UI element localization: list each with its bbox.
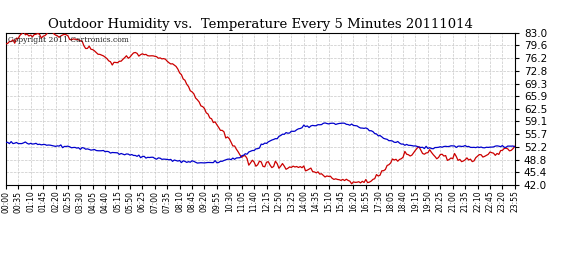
Text: Copyright 2011 Cartronics.com: Copyright 2011 Cartronics.com	[8, 36, 129, 44]
Title: Outdoor Humidity vs.  Temperature Every 5 Minutes 20111014: Outdoor Humidity vs. Temperature Every 5…	[48, 18, 473, 32]
